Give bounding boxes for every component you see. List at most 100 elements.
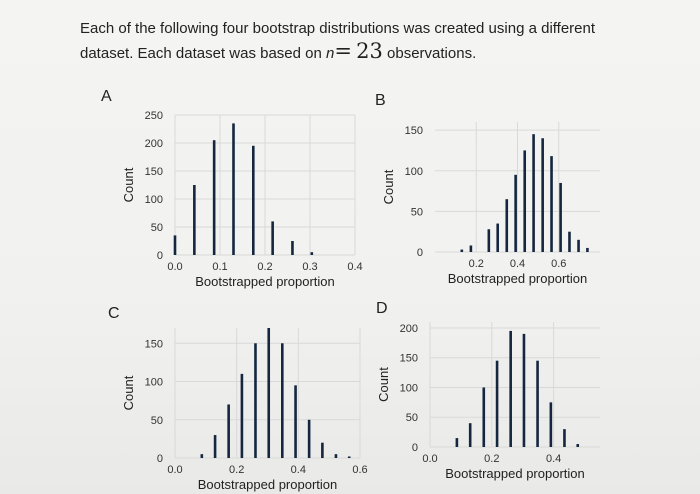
chart-b-bar xyxy=(559,182,562,252)
chart-c-ytick-label: 150 xyxy=(145,338,163,350)
chart-b-bar xyxy=(586,247,589,252)
chart-d-ytick-label: 200 xyxy=(400,323,418,335)
chart-a-xlabel: Bootstrapped proportion xyxy=(195,274,334,289)
chart-a-xtick-label: 0.4 xyxy=(347,261,362,273)
chart-d-xtick-label: 0.4 xyxy=(546,453,561,465)
chart-b-bar xyxy=(568,231,571,252)
chart-d-xtick-label: 0.2 xyxy=(484,453,499,465)
chart-c-xtick-label: 0.6 xyxy=(352,464,367,476)
chart-c-bar xyxy=(347,456,351,458)
n-symbol: n xyxy=(326,45,335,62)
chart-b-bar xyxy=(505,199,509,252)
chart-c-bar xyxy=(213,435,217,458)
question-line-2-prefix: dataset. Each dataset was based on xyxy=(80,45,326,62)
chart-c-xlabel: Bootstrapped proportion xyxy=(198,477,337,492)
chart-b-bar xyxy=(487,229,491,252)
chart-a-bar xyxy=(252,145,255,255)
chart-a-ytick-label: 150 xyxy=(145,166,163,178)
chart-a-ytick-label: 50 xyxy=(151,222,163,234)
question-line-2: dataset. Each dataset was based on n= 23… xyxy=(80,40,680,65)
question-text: Each of the following four bootstrap dis… xyxy=(80,18,680,65)
chart-d: 0.0 0.2 0.4 0 50 100 150 200 Bootstrapped propor… xyxy=(376,322,600,481)
chart-b-ytick-label: 150 xyxy=(405,125,423,137)
chart-d-ytick-label: 150 xyxy=(400,353,418,365)
chart-c-bar xyxy=(240,373,244,458)
equals-sign: = xyxy=(334,39,352,63)
chart-d-bar xyxy=(455,438,459,447)
chart-d-bar xyxy=(563,429,566,447)
chart-b-bar xyxy=(523,150,527,252)
chart-d-bar xyxy=(495,360,499,447)
chart-d-bar xyxy=(576,444,580,447)
chart-b-ytick-label: 50 xyxy=(411,206,423,218)
chart-a-ytick-label: 200 xyxy=(145,138,163,150)
chart-d-bar xyxy=(468,423,472,447)
chart-a: 0.0 0.1 0.2 0.3 0.4 0 50 100 150 200 250 Bootstrapp… xyxy=(121,110,363,289)
chart-a-xtick-label: 0.3 xyxy=(302,261,317,273)
chart-d-ylabel: Count xyxy=(376,367,391,402)
chart-b-bar xyxy=(541,138,544,252)
chart-c-xtick-label: 0.0 xyxy=(167,464,182,476)
chart-c-bar xyxy=(334,454,338,458)
chart-c-bar xyxy=(294,385,297,458)
chart-c: 0.0 0.2 0.4 0.6 0 50 100 150 Bootstrapped propor… xyxy=(121,328,368,492)
chart-b-xtick-label: 0.4 xyxy=(510,258,525,270)
chart-b-ytick-label: 100 xyxy=(405,166,423,178)
chart-d-bar xyxy=(509,330,512,447)
chart-d-ytick-label: 0 xyxy=(412,442,418,454)
chart-a-bar xyxy=(232,123,235,256)
chart-d-bar xyxy=(549,402,553,447)
chart-a-xtick-label: 0.1 xyxy=(212,261,227,273)
chart-a-ytick-label: 100 xyxy=(145,194,163,206)
chart-a-xtick-label: 0.2 xyxy=(257,261,272,273)
question-line-2-suffix: observations. xyxy=(382,45,477,62)
chart-c-bar xyxy=(307,419,311,458)
chart-d-bar xyxy=(536,360,539,447)
chart-c-bar xyxy=(321,442,324,458)
chart-a-ytick-label: 250 xyxy=(145,110,163,122)
chart-a-bar xyxy=(193,185,196,255)
chart-d-bar xyxy=(522,333,526,447)
chart-b-ytick-label: 0 xyxy=(417,247,423,259)
chart-b-bar xyxy=(550,156,553,252)
chart-b-xtick-label: 0.2 xyxy=(469,258,484,270)
chart-a-bar xyxy=(173,235,177,255)
chart-c-bar xyxy=(254,343,257,458)
chart-a-bar xyxy=(271,221,274,255)
chart-d-xlabel: Bootstrapped proportion xyxy=(445,466,584,481)
chart-a-xtick-label: 0.0 xyxy=(167,261,182,273)
chart-a-ylabel: Count xyxy=(121,167,136,202)
chart-b-bar xyxy=(514,174,517,252)
panel-label-b: B xyxy=(375,92,386,109)
chart-d-xtick-label: 0.0 xyxy=(422,453,437,465)
question-line-1: Each of the following four bootstrap dis… xyxy=(80,20,596,37)
chart-b-ylabel: Count xyxy=(381,169,396,204)
chart-c-bar xyxy=(227,404,230,458)
chart-c-ylabel: Count xyxy=(121,375,136,410)
n-value: 23 xyxy=(356,39,383,63)
chart-b-bar xyxy=(496,223,499,252)
chart-b-xtick-label: 0.6 xyxy=(551,258,566,270)
chart-b-bar xyxy=(460,249,464,252)
chart-a-bar xyxy=(212,140,216,255)
chart-c-ytick-label: 100 xyxy=(145,377,163,389)
chart-b-bar xyxy=(532,134,535,252)
chart-c-xtick-label: 0.4 xyxy=(291,464,306,476)
chart-c-bar xyxy=(267,328,271,458)
panel-label-d: D xyxy=(376,300,388,317)
chart-a-bar xyxy=(291,241,294,255)
chart-a-bar xyxy=(310,252,314,255)
panel-label-c: C xyxy=(108,305,120,322)
chart-b-xlabel: Bootstrapped proportion xyxy=(448,271,587,286)
chart-d-ytick-label: 50 xyxy=(406,412,418,424)
chart-b-bar xyxy=(577,239,580,252)
chart-c-ytick-label: 0 xyxy=(157,453,163,465)
chart-d-bar xyxy=(482,387,486,447)
chart-c-ytick-label: 50 xyxy=(151,415,163,427)
chart-c-bar xyxy=(200,454,204,458)
chart-b: 0.2 0.4 0.6 0 50 100 150 Bootstrapped proportio… xyxy=(381,122,600,286)
chart-a-ytick-label: 0 xyxy=(157,250,163,262)
chart-b-bar xyxy=(469,245,473,252)
chart-c-bar xyxy=(281,343,284,458)
